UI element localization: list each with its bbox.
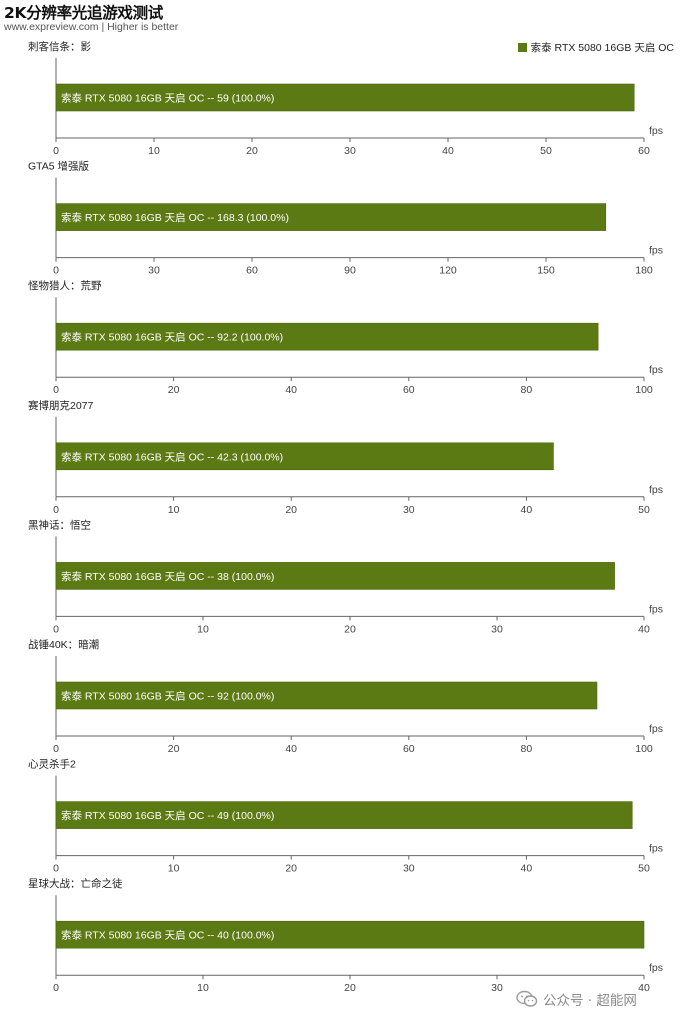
axis-unit-label: fps	[649, 603, 663, 615]
bar-data-label: 索泰 RTX 5080 16GB 天启 OC -- 40 (100.0%)	[61, 929, 274, 942]
x-tick-label: 20	[168, 743, 180, 755]
chart-title: GTA5 增强版	[28, 160, 90, 173]
axis-unit-label: fps	[649, 843, 663, 855]
x-tick-label: 20	[246, 145, 258, 157]
x-tick-label: 50	[638, 504, 650, 516]
bar	[55, 681, 598, 710]
x-tick-label: 20	[344, 623, 356, 635]
x-tick-label: 40	[521, 504, 533, 516]
x-tick-label: 120	[439, 265, 457, 277]
bar	[55, 920, 645, 949]
axis-unit-label: fps	[649, 125, 663, 137]
bar	[55, 322, 599, 351]
x-tick-label: 40	[521, 863, 533, 875]
page-title: 2K分辨率光追游戏测试	[4, 4, 163, 22]
x-tick-label: 30	[403, 504, 415, 516]
x-tick-label: 30	[148, 265, 160, 277]
axis-unit-label: fps	[649, 245, 663, 257]
x-tick-label: 20	[168, 384, 180, 396]
chart-title: 刺客信条：影	[28, 40, 91, 53]
x-tick-label: 0	[53, 265, 59, 277]
chart-title: 怪物猎人：荒野	[28, 279, 102, 292]
bar-data-label: 索泰 RTX 5080 16GB 天启 OC -- 38 (100.0%)	[61, 570, 274, 583]
x-tick-label: 60	[246, 265, 258, 277]
bar-data-label: 索泰 RTX 5080 16GB 天启 OC -- 92.2 (100.0%)	[61, 331, 283, 344]
x-tick-label: 10	[197, 982, 209, 994]
bar-data-label: 索泰 RTX 5080 16GB 天启 OC -- 42.3 (100.0%)	[61, 450, 283, 463]
chart-title: 星球大战：亡命之徒	[28, 877, 123, 890]
x-tick-label: 40	[285, 743, 297, 755]
x-tick-label: 30	[491, 623, 503, 635]
bar	[55, 562, 615, 590]
x-tick-label: 50	[638, 863, 650, 875]
x-tick-label: 0	[53, 504, 59, 516]
x-tick-label: 20	[344, 982, 356, 994]
x-tick-label: 40	[442, 145, 454, 157]
x-tick-label: 40	[638, 623, 650, 635]
x-tick-label: 60	[403, 384, 415, 396]
bar	[55, 203, 607, 231]
axis-unit-label: fps	[649, 364, 663, 376]
chart-title: 黑神话：悟空	[28, 518, 91, 531]
axis-unit-label: fps	[649, 484, 663, 496]
bar	[55, 801, 633, 829]
x-tick-label: 0	[53, 982, 59, 994]
x-tick-label: 60	[403, 743, 415, 755]
axis-unit-label: fps	[649, 962, 663, 974]
legend-label: 索泰 RTX 5080 16GB 天启 OC	[530, 42, 674, 54]
bar	[55, 442, 554, 471]
x-tick-label: 0	[53, 145, 59, 157]
x-tick-label: 40	[285, 384, 297, 396]
x-tick-label: 30	[491, 982, 503, 994]
x-tick-label: 20	[285, 863, 297, 875]
x-tick-label: 100	[635, 743, 653, 755]
x-tick-label: 90	[344, 265, 356, 277]
watermark-text: 公众号 · 超能网	[543, 993, 637, 1009]
x-tick-label: 0	[53, 743, 59, 755]
x-tick-label: 10	[197, 623, 209, 635]
x-tick-label: 10	[168, 504, 180, 516]
chart-title: 战锤40K：暗潮	[28, 638, 99, 651]
watermark: 公众号 · 超能网	[516, 989, 637, 1009]
wechat-icon	[516, 990, 538, 1007]
bar-data-label: 索泰 RTX 5080 16GB 天启 OC -- 49 (100.0%)	[61, 809, 274, 822]
x-tick-label: 80	[521, 384, 533, 396]
x-tick-label: 0	[53, 863, 59, 875]
x-tick-label: 10	[148, 145, 160, 157]
chart-legend: 索泰 RTX 5080 16GB 天启 OC	[517, 40, 674, 55]
bar-data-label: 索泰 RTX 5080 16GB 天启 OC -- 168.3 (100.0%)	[61, 211, 289, 224]
x-tick-label: 50	[540, 145, 552, 157]
x-tick-label: 180	[635, 265, 653, 277]
x-tick-label: 80	[521, 743, 533, 755]
x-tick-label: 60	[638, 145, 650, 157]
chart-title: 心灵杀手2	[28, 758, 76, 771]
x-tick-label: 0	[53, 384, 59, 396]
x-tick-label: 30	[344, 145, 356, 157]
x-tick-label: 20	[285, 504, 297, 516]
x-tick-label: 30	[403, 863, 415, 875]
bar-data-label: 索泰 RTX 5080 16GB 天启 OC -- 59 (100.0%)	[61, 92, 274, 105]
axis-unit-label: fps	[649, 723, 663, 735]
x-tick-label: 10	[168, 863, 180, 875]
chart-title: 赛博朋克2077	[28, 399, 94, 412]
x-tick-label: 150	[537, 265, 555, 277]
page-subtitle: www.expreview.com | Higher is better	[4, 21, 179, 33]
x-tick-label: 100	[635, 384, 653, 396]
bar	[55, 83, 635, 112]
legend-swatch	[517, 43, 527, 52]
x-tick-label: 40	[638, 982, 650, 994]
bar-data-label: 索泰 RTX 5080 16GB 天启 OC -- 92 (100.0%)	[61, 690, 274, 703]
x-tick-label: 0	[53, 623, 59, 635]
